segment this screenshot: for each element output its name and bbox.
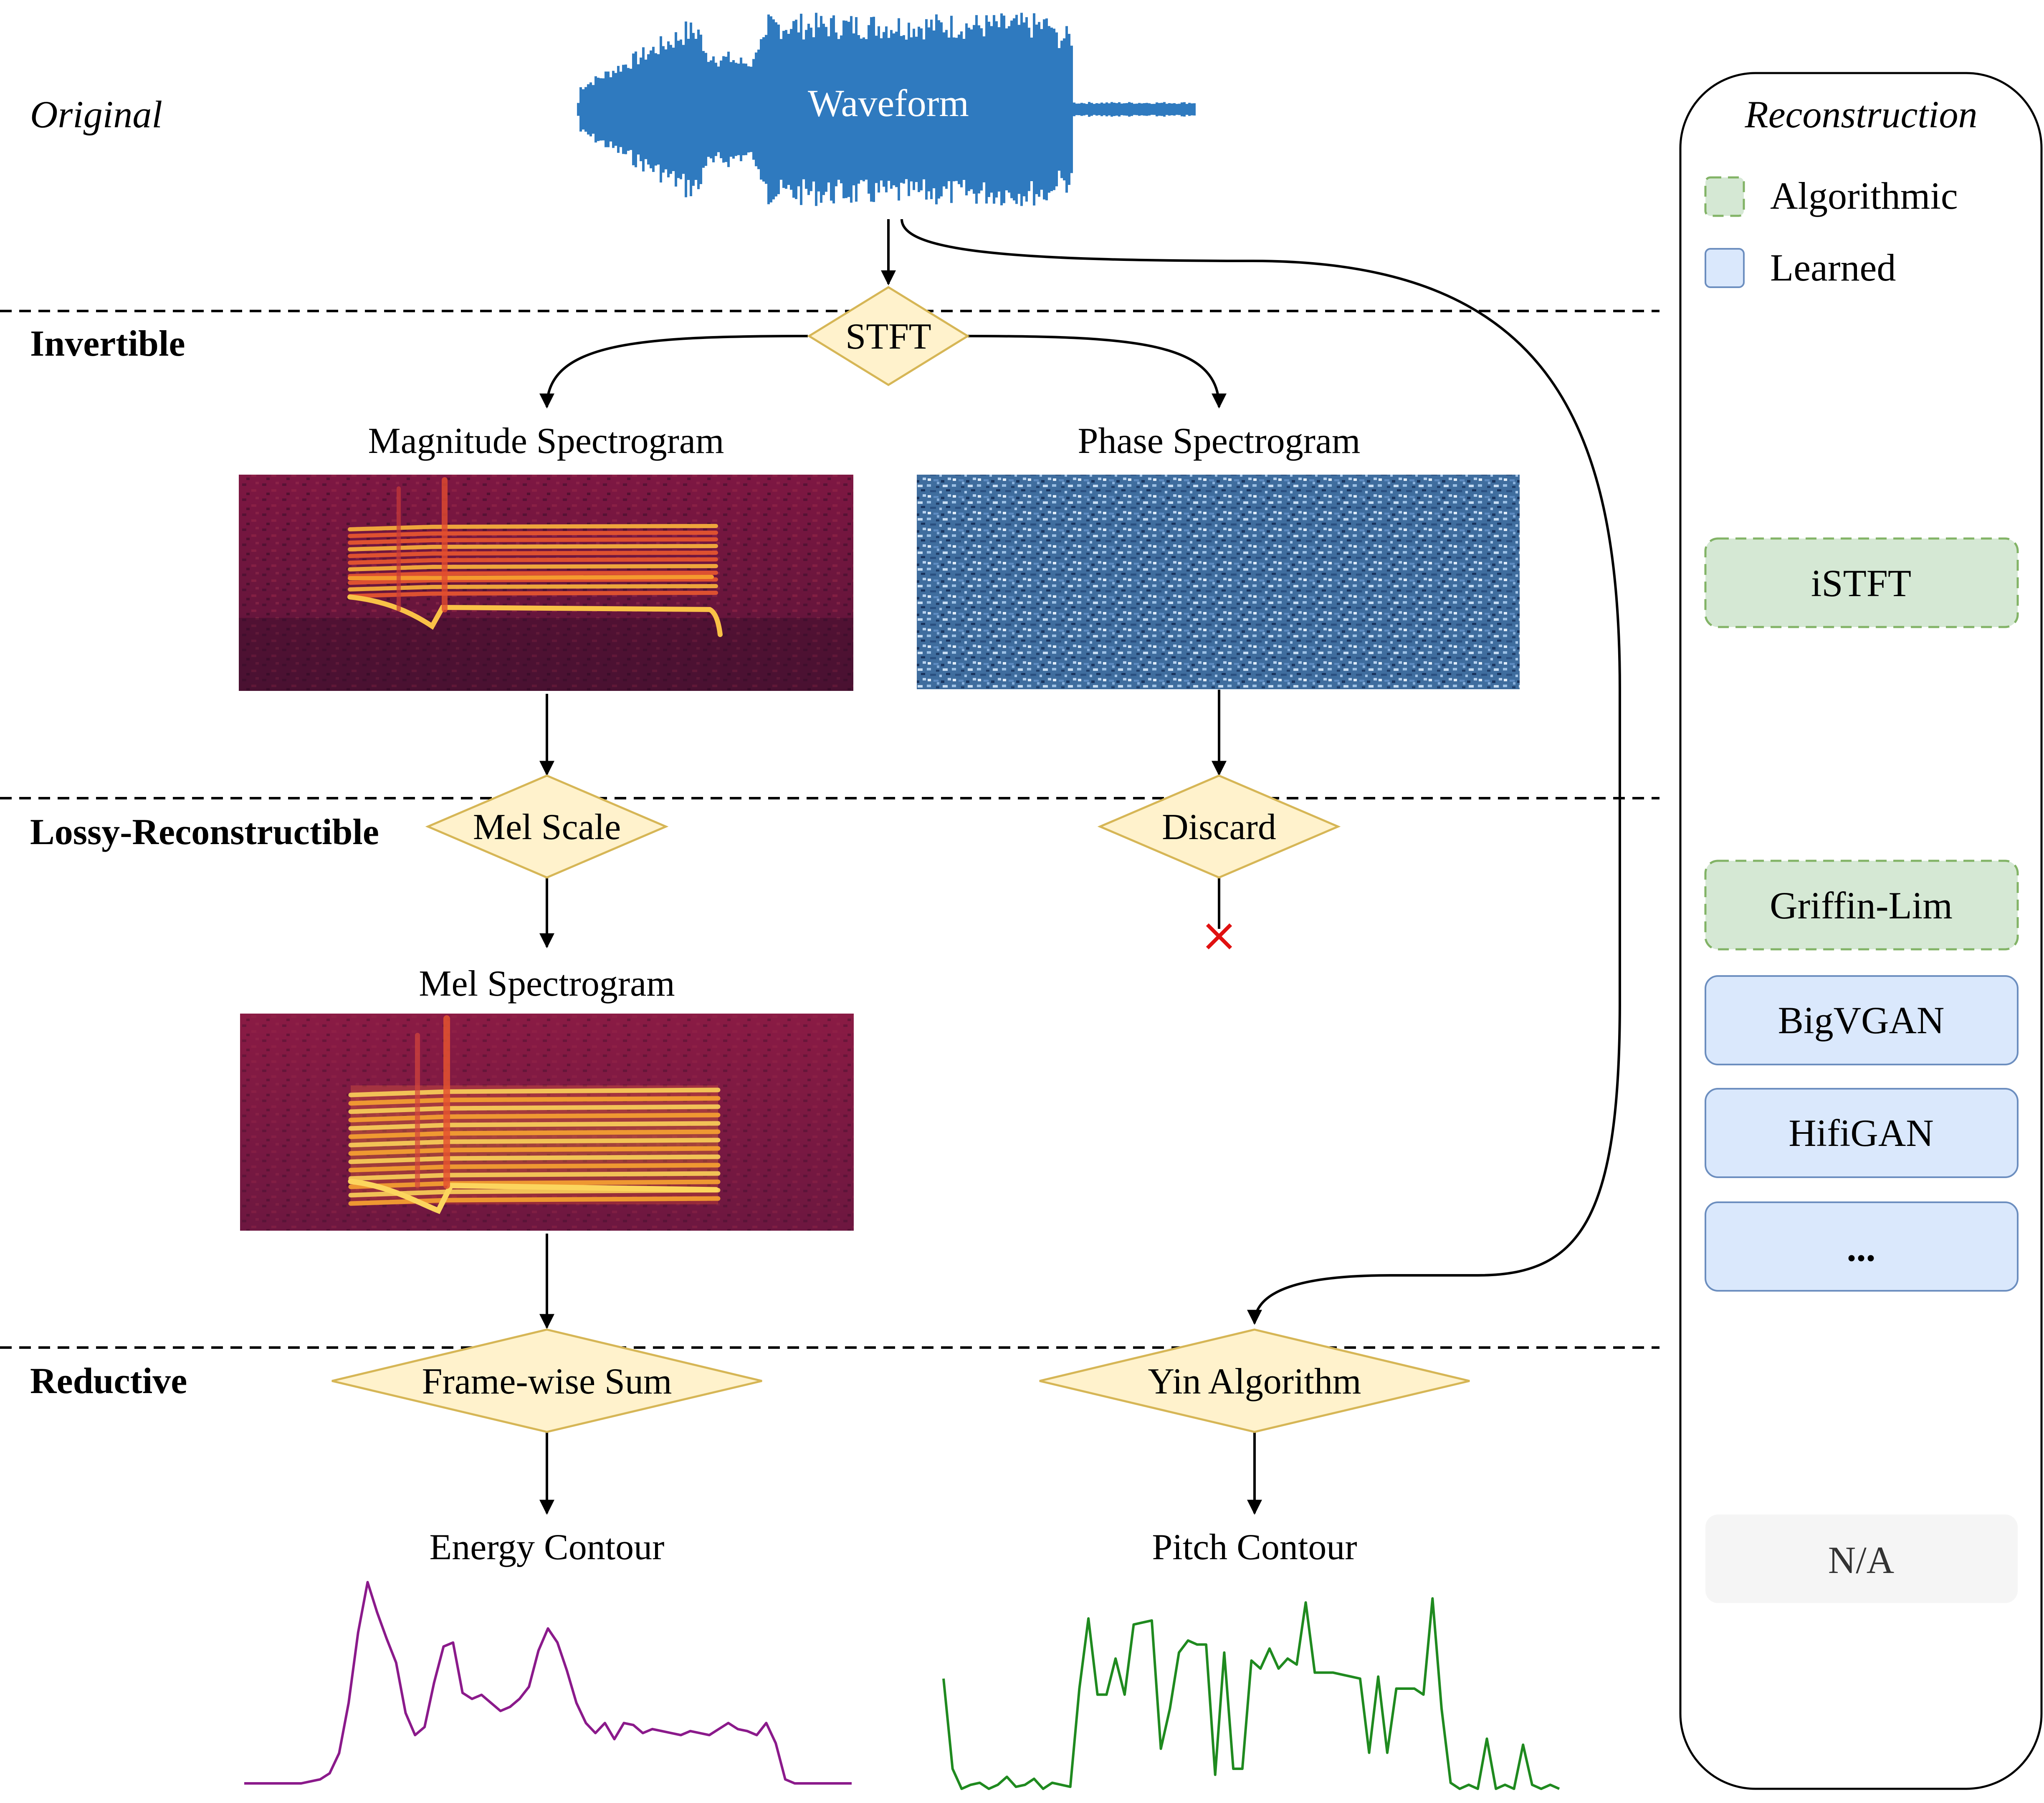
legend-label-algorithmic: Algorithmic [1770,174,1958,217]
mel-spectrogram-image [240,1014,854,1231]
method-griffin-lim-box [1704,860,2019,951]
method-hifigan: HifiGAN [1705,1088,2019,1178]
method-more-box [1705,1201,2019,1292]
pitch-contour-label: Pitch Contour [1152,1527,1357,1568]
waveform-label: Waveform [808,82,969,124]
legend-swatch-learned [1705,248,1745,288]
method-bigvgan-box [1705,975,2019,1065]
magnitude-spectrogram-image [239,475,853,691]
legend-swatch-algorithmic [1704,176,1745,217]
discard-diamond: Discard [1097,774,1341,879]
method-more: ... [1705,1201,2019,1292]
magnitude-spectrogram-label: Magnitude Spectrogram [368,421,724,461]
energy-contour-label: Energy Contour [430,1527,665,1568]
mel-spectrogram-label: Mel Spectrogram [419,963,675,1004]
phase-spectrogram-image [917,475,1520,689]
method-hifigan-label: HifiGAN [1788,1112,1934,1154]
legend: Algorithmic Learned [1704,174,1958,289]
discard-label: Discard [1162,807,1276,847]
method-bigvgan-label: BigVGAN [1778,999,1945,1042]
pitch-contour-chart [942,1597,1560,1790]
process-diamonds: STFT Mel Scale Discard Frame-wise Sum Yi… [331,286,1470,1433]
arrow-waveform-yin [901,219,1621,1325]
method-na-box [1705,1515,2018,1603]
method-istft-label: iSTFT [1811,562,1911,604]
arrow-stft-phase [967,335,1227,409]
method-griffin-lim: Griffin-Lim [1704,860,2019,951]
method-istft: iSTFT [1704,537,2019,628]
legend-item-learned: Learned [1705,246,1896,289]
reconstruction-title: Reconstruction [1745,93,1978,136]
method-na: N/A [1705,1515,2018,1603]
framesum-label: Frame-wise Sum [422,1361,672,1402]
framesum-diamond: Frame-wise Sum [331,1328,762,1433]
yin-diamond: Yin Algorithm [1039,1328,1470,1433]
reconstruction-panel: Reconstruction Algorithmic Learned iSTFT… [1679,72,2043,1790]
connectors [539,219,1621,1515]
melscale-label: Mel Scale [473,807,621,847]
level-label-original: Original [30,93,162,136]
pitch-contour-line [942,1597,1560,1790]
level-separators [0,310,1659,1349]
discard-x-icon [1206,923,1232,950]
waveform-icon [577,13,1196,206]
level-label-reductive: Reductive [30,1361,187,1401]
method-na-label: N/A [1828,1539,1894,1581]
method-bigvgan: BigVGAN [1705,975,2019,1065]
stft-label: STFT [845,316,931,357]
melscale-diamond: Mel Scale [425,774,669,879]
arrow-stft-magnitude [539,335,808,409]
phase-spectrogram-label: Phase Spectrogram [1078,421,1361,461]
yin-label: Yin Algorithm [1148,1361,1361,1402]
legend-label-learned: Learned [1770,246,1896,289]
energy-contour-line [244,1581,852,1785]
energy-contour-chart [244,1581,852,1785]
level-label-invertible: Invertible [30,324,185,364]
level-label-lossy: Lossy-Reconstructible [30,812,379,852]
legend-item-algorithmic: Algorithmic [1704,174,1958,217]
method-more-label: ... [1847,1226,1876,1269]
method-hifigan-box [1705,1088,2019,1178]
method-griffin-lim-label: Griffin-Lim [1770,884,1953,927]
waveform-node: Waveform [577,13,1196,206]
stft-diamond: STFT [807,286,970,386]
method-istft-box [1704,537,2019,628]
